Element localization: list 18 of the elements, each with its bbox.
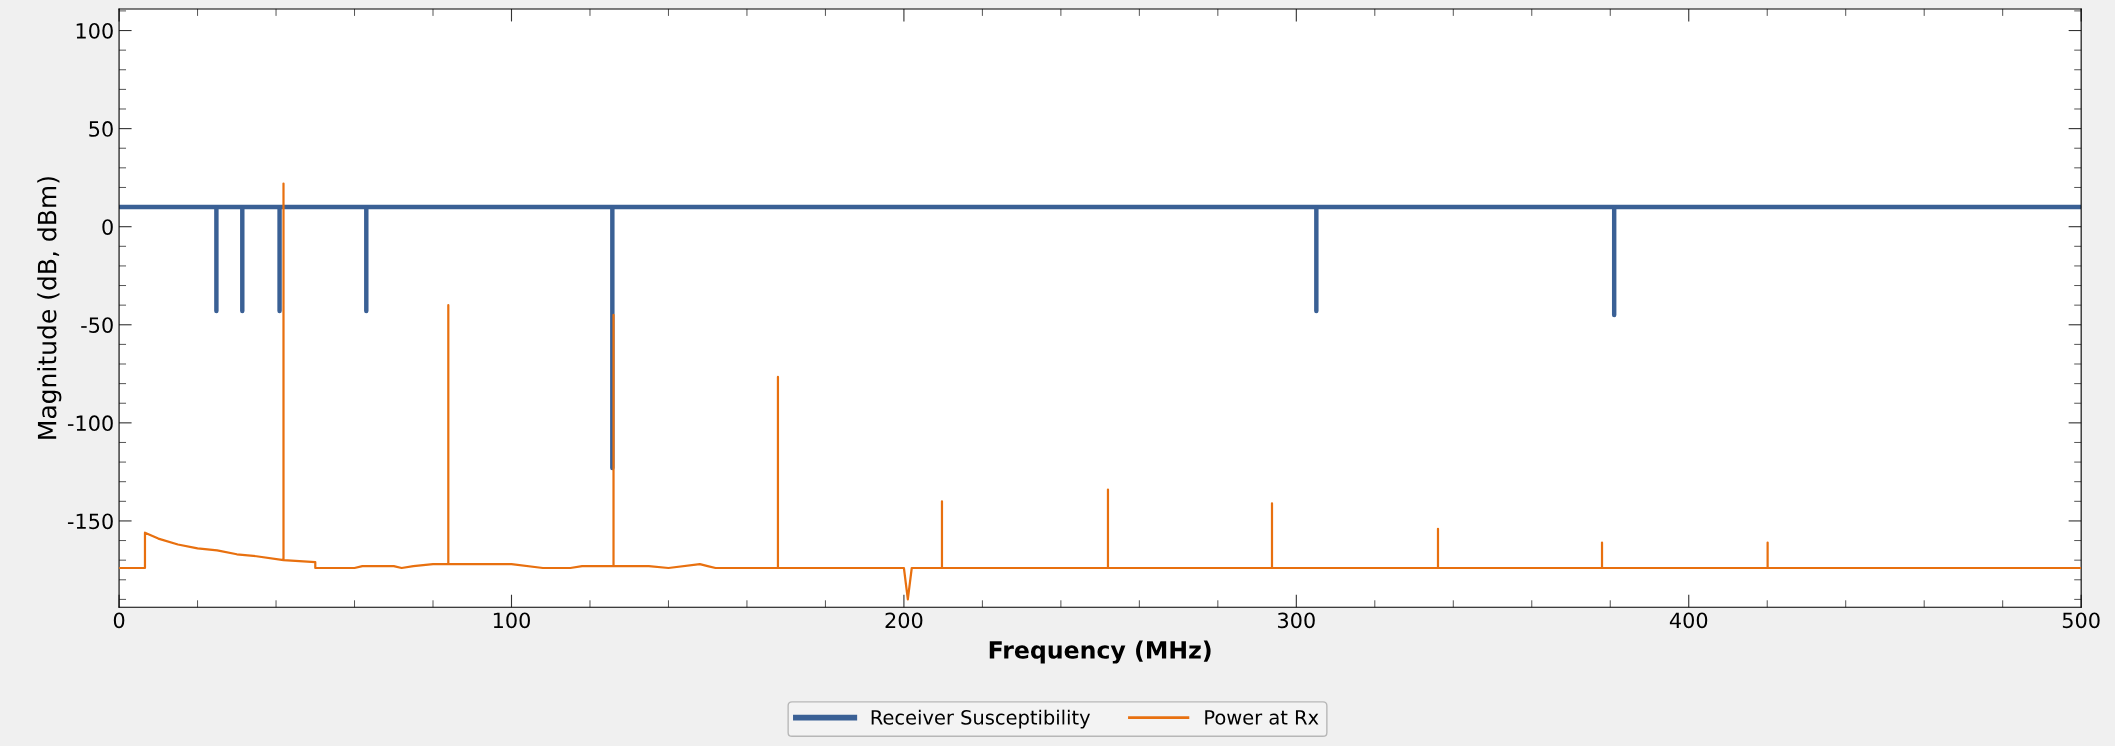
x-tick-label: 400 (1669, 612, 1708, 629)
y-tick-label: -150 (67, 513, 113, 530)
x-axis-title: Frequency (MHz) (989, 640, 1211, 664)
y-tick-label: 100 (76, 22, 113, 39)
legend-label: Power at Rx (1205, 710, 1319, 725)
y-tick-label: -50 (81, 317, 113, 333)
x-tick-label: 0 (113, 612, 125, 629)
x-tick-label: 300 (1278, 612, 1315, 629)
y-axis-title: Magnitude (dB, dBm) (37, 177, 62, 439)
y-tick-label: 0 (102, 219, 113, 235)
y-tick-label: 50 (89, 121, 113, 137)
y-tick-label: -100 (67, 415, 113, 432)
line-series (119, 182, 2082, 601)
x-tick-label: 200 (885, 612, 923, 629)
x-tick-label: 100 (493, 612, 530, 629)
legend-label: Receiver Susceptibility (871, 709, 1091, 729)
line-series (119, 204, 2082, 471)
x-tick-label: 500 (2062, 612, 2100, 629)
